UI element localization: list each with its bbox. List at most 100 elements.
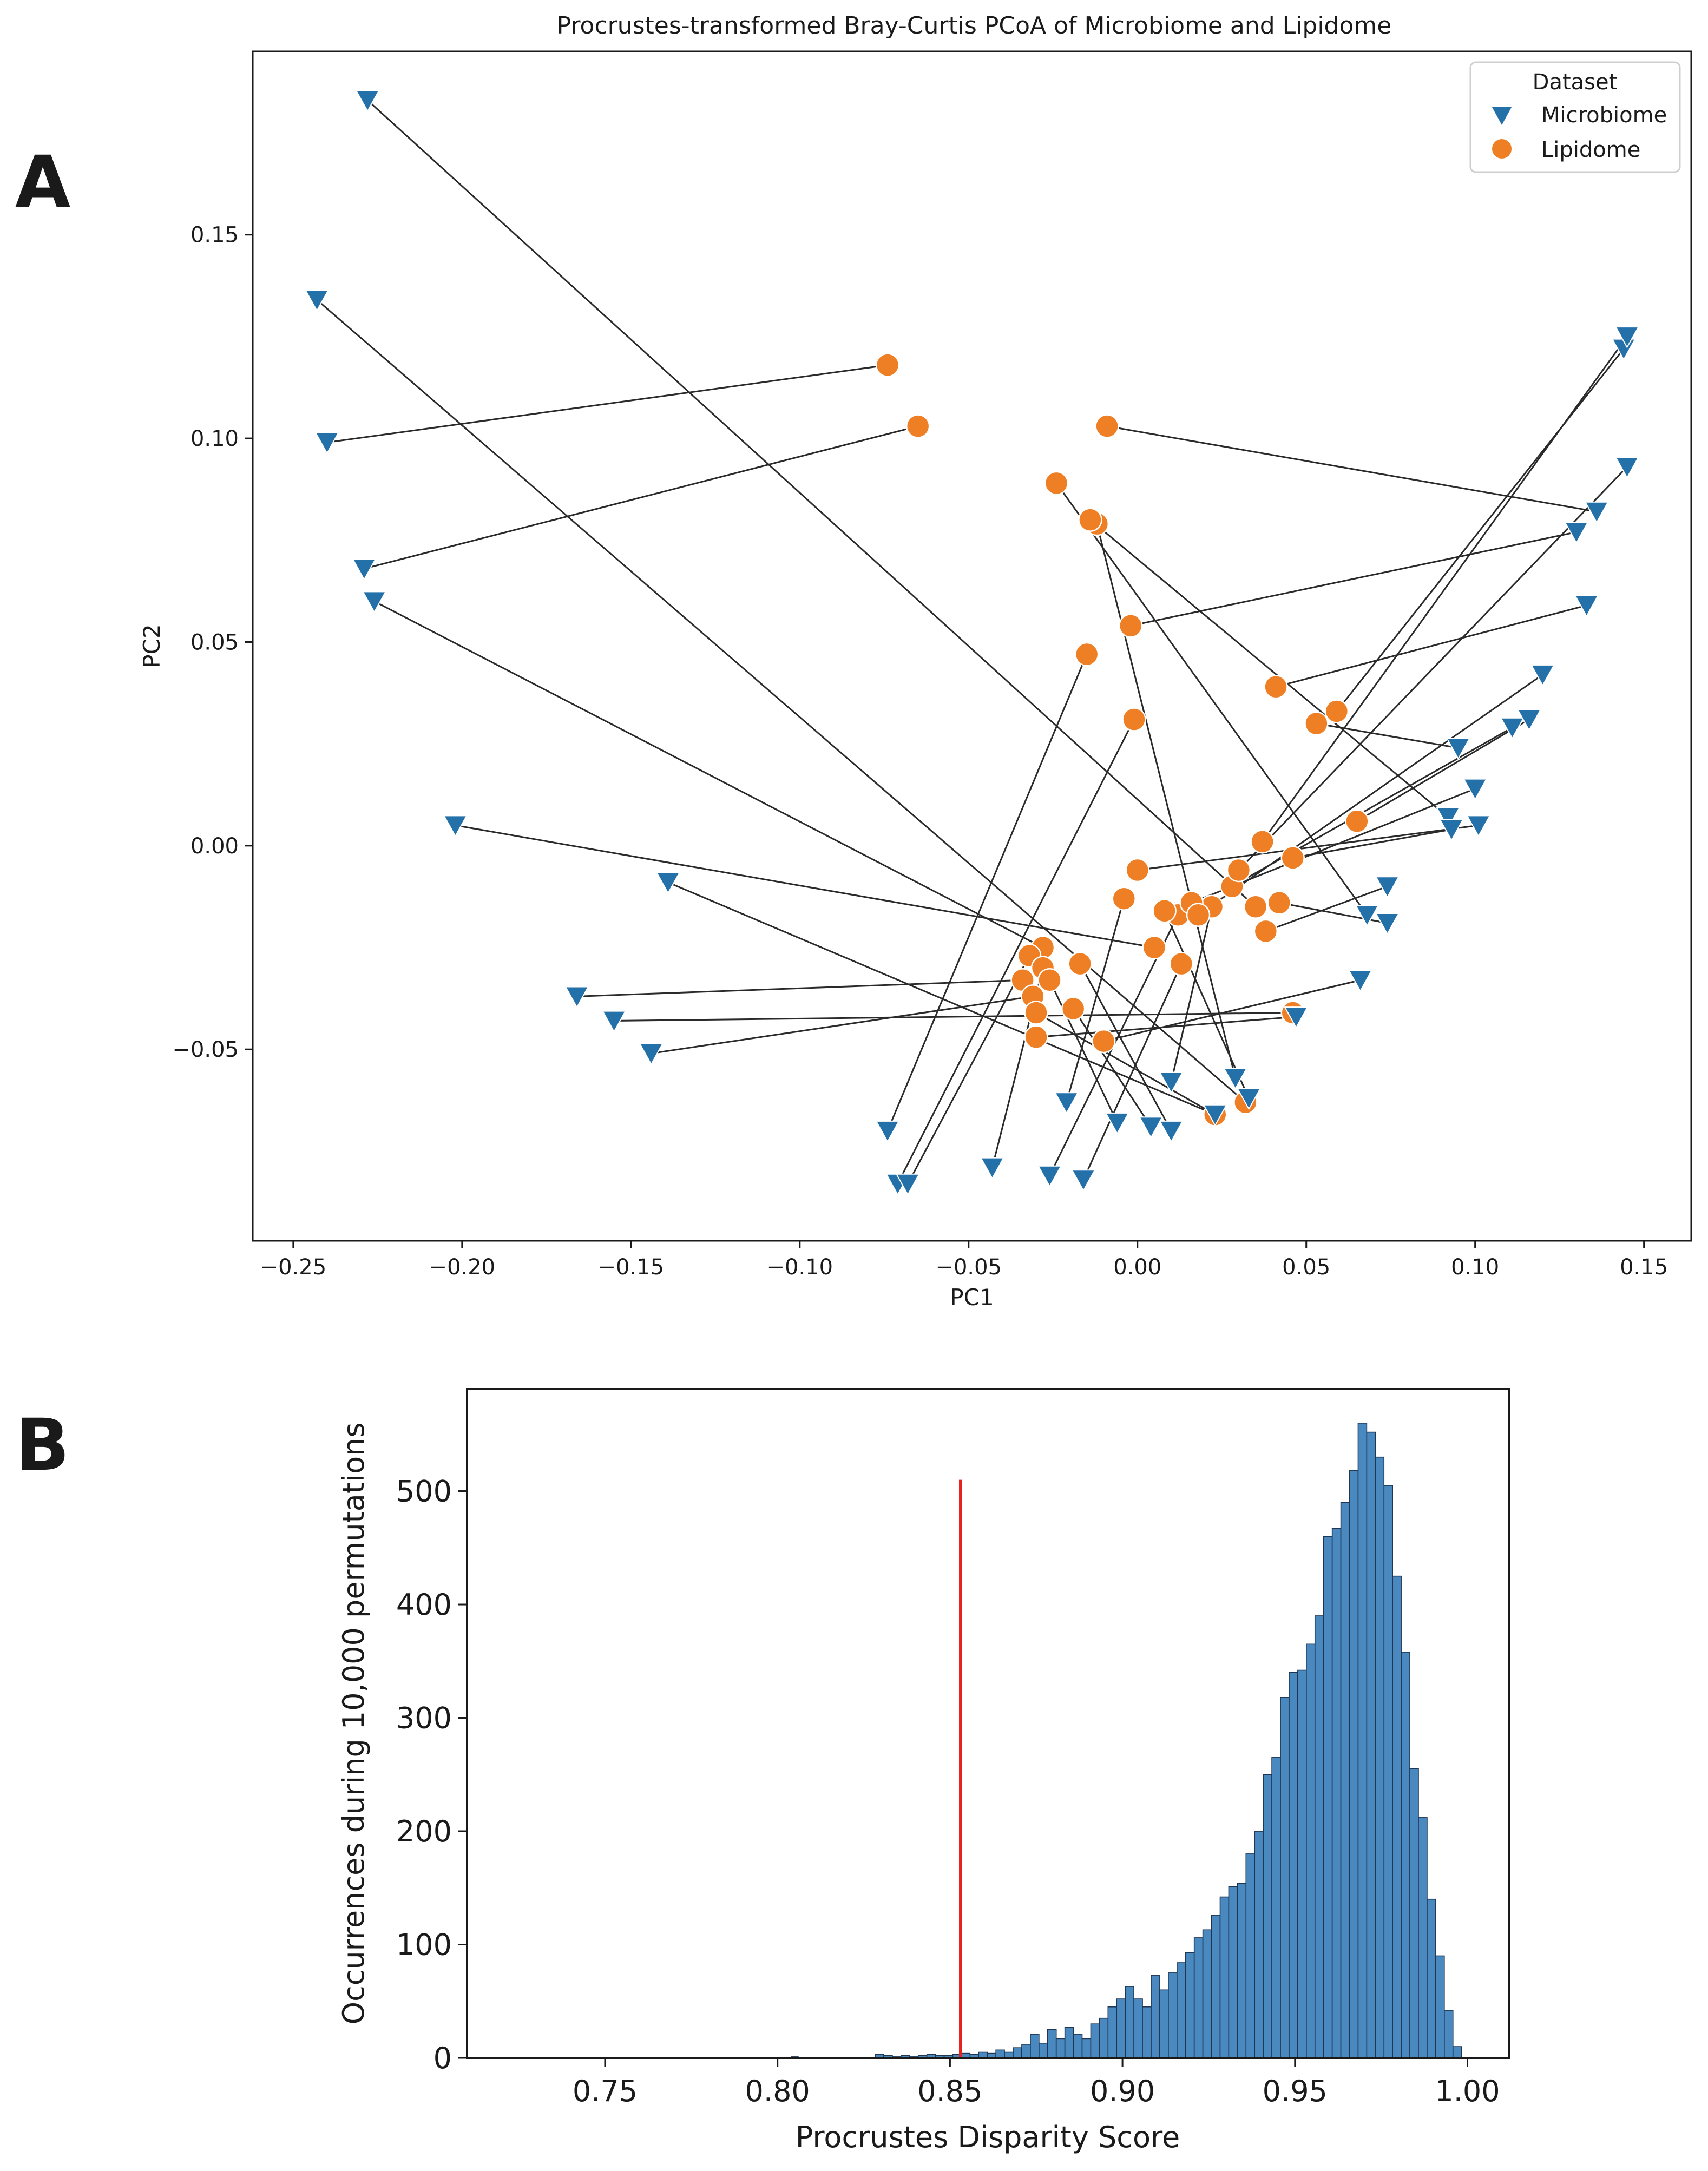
- scatter-y-label: PC2: [139, 624, 165, 668]
- histogram-bar-23: [1064, 2027, 1074, 2058]
- histogram-bar-31: [1133, 1998, 1143, 2058]
- histogram-y-label: Occurrences during 10,000 permutations: [337, 1423, 371, 2025]
- histogram-bar-26: [1090, 2023, 1100, 2058]
- lipidome-point-10: [1074, 642, 1099, 667]
- microbiome-point-16: [1054, 1092, 1079, 1115]
- microbiome-point-10: [875, 1120, 900, 1143]
- microbiome-point-22: [1223, 1068, 1248, 1090]
- microbiome-point-0: [355, 90, 380, 113]
- histogram-bar-65: [1427, 1898, 1436, 2058]
- lipidome-point-21: [1024, 1001, 1048, 1025]
- histogram-bar-34: [1159, 1989, 1169, 2058]
- lipidome-point-16: [1112, 886, 1137, 911]
- pair-line-19: [1079, 963, 1172, 1131]
- hist-y-tick-label-0: 0: [433, 2041, 452, 2075]
- histogram-bar-51: [1306, 1643, 1316, 2058]
- microbiome-point-8: [601, 1010, 627, 1033]
- lipidome-point-29: [1078, 508, 1102, 532]
- x-tick-label-1: −0.20: [429, 1255, 496, 1280]
- hist-x-tick-label-0: 0.75: [573, 2074, 638, 2108]
- microbiome-points: [304, 90, 1640, 1196]
- lipidome-point-40: [1324, 699, 1349, 723]
- pair-line-36: [1198, 674, 1543, 916]
- hist-x-tick-label-2: 0.85: [917, 2074, 982, 2108]
- scatter-title: Procrustes-transformed Bray-Curtis PCoA …: [557, 12, 1392, 40]
- x-tick-label-2: −0.15: [598, 1255, 665, 1280]
- pair-line-17: [1049, 979, 1118, 1123]
- scatter-legend: Dataset Microbiome Lipidome: [1469, 61, 1681, 173]
- microbiome-point-18: [1138, 1116, 1164, 1139]
- microbiome-point-24: [1284, 1006, 1309, 1029]
- microbiome-point-27: [1375, 876, 1400, 899]
- histogram-bar-53: [1323, 1536, 1333, 2058]
- microbiome-point-25: [1348, 970, 1373, 992]
- microbiome-point-14: [1037, 1165, 1062, 1188]
- pair-line-41: [1262, 336, 1628, 843]
- scatter-x-label: PC1: [950, 1284, 994, 1311]
- histogram-x-label: Procrustes Disparity Score: [796, 2120, 1180, 2154]
- histogram-bar-38: [1193, 1937, 1204, 2058]
- histogram-bar-48: [1280, 1697, 1290, 2058]
- microbiome-point-17: [1105, 1112, 1129, 1135]
- histogram-bar-60: [1383, 1485, 1393, 2058]
- histogram-bar-57: [1357, 1423, 1368, 2058]
- microbiome-point-5: [443, 815, 468, 838]
- lipidome-point-38: [1119, 614, 1143, 638]
- histogram-bar-37: [1185, 1952, 1195, 2058]
- microbiome-point-21: [1203, 1104, 1227, 1127]
- histogram-y-ticks: 0 100 200 300 400 500: [396, 1475, 467, 2075]
- microbiome-point-4: [362, 591, 387, 614]
- lipidome-point-33: [1125, 858, 1149, 883]
- histogram-bar-63: [1409, 1768, 1419, 2058]
- x-tick-label-5: 0.00: [1113, 1255, 1161, 1280]
- pair-line-6: [667, 881, 1216, 1116]
- lipidome-point-27: [1253, 919, 1278, 944]
- microbiome-point-30: [1439, 819, 1464, 841]
- pair-line-33: [1137, 824, 1479, 871]
- microbiome-point-39: [1584, 501, 1609, 524]
- legend-title: Dataset: [1533, 70, 1618, 95]
- microbiome-point-9: [639, 1043, 664, 1065]
- panel-b-label: B: [15, 1404, 70, 1487]
- microbiome-point-33: [1466, 815, 1491, 838]
- histogram-bar-41: [1219, 1896, 1230, 2058]
- y-tick-label-4: 0.15: [190, 223, 239, 248]
- x-tick-label-6: 0.05: [1282, 1255, 1330, 1280]
- scatter-plot-frame: [252, 50, 1692, 1242]
- y-tick-label-1: 0.00: [190, 834, 239, 859]
- scatter-y-ticks: −0.05 0.00 0.05 0.10 0.15: [172, 223, 253, 1062]
- y-tick-label-0: −0.05: [172, 1037, 239, 1062]
- microbiome-point-29: [1436, 807, 1461, 830]
- pair-line-7: [576, 979, 1023, 997]
- pair-line-39: [1107, 425, 1597, 513]
- microbiome-point-2: [314, 432, 339, 455]
- histogram-bar-21: [1047, 2029, 1057, 2058]
- lipidome-point-41: [1250, 830, 1275, 854]
- histogram-bar-20: [1039, 2042, 1048, 2058]
- microbiome-point-38: [1564, 522, 1589, 544]
- x-tick-label-3: −0.10: [766, 1255, 833, 1280]
- histogram-bar-35: [1168, 1972, 1178, 2058]
- histogram-bar-46: [1263, 1774, 1272, 2058]
- lipidome-point-0: [1243, 894, 1268, 919]
- pair-line-29: [1089, 519, 1449, 818]
- scatter-x-ticks: −0.25 −0.20 −0.15 −0.10 −0.05 0.00 0.05 0.10 0.1…: [260, 1241, 1668, 1280]
- microbiome-point-13: [980, 1157, 1005, 1180]
- microbiome-point-3: [352, 558, 377, 581]
- histogram-bar-32: [1142, 2006, 1152, 2058]
- histogram-bar-49: [1289, 1672, 1298, 2058]
- microbiome-point-36: [1530, 664, 1555, 687]
- microbiome-point-15: [1071, 1169, 1096, 1192]
- histogram-bar-50: [1297, 1669, 1307, 2058]
- histogram-bar-56: [1349, 1470, 1359, 2058]
- microbiome-point-37: [1574, 595, 1599, 617]
- histogram-bar-19: [1030, 2034, 1040, 2058]
- microbiome-point-23: [1236, 1088, 1262, 1110]
- lipidome-point-31: [1304, 711, 1329, 736]
- pair-line-16: [1066, 898, 1125, 1103]
- pair-line-20: [1170, 906, 1213, 1082]
- histogram-bar-62: [1401, 1652, 1410, 2058]
- lipidome-point-19: [1068, 951, 1092, 976]
- legend-lipidome-label: Lipidome: [1541, 137, 1640, 162]
